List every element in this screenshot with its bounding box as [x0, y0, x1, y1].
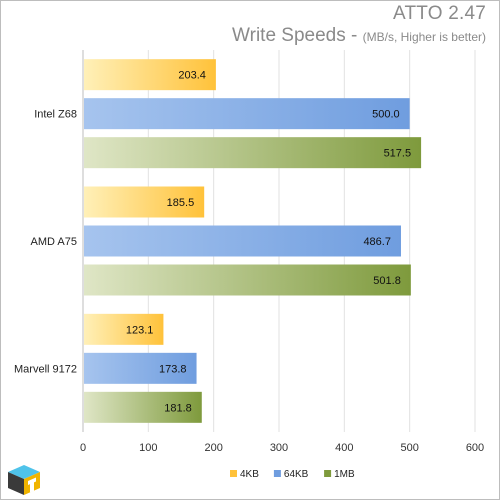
site-logo-icon — [8, 465, 40, 495]
category-label: Marvell 9172 — [14, 363, 77, 375]
legend-swatch-64kb — [273, 470, 281, 477]
chart-subtitle: Write Speeds - (MB/s, Higher is better) — [232, 25, 486, 47]
x-tick-label: 500 — [400, 442, 418, 454]
x-tick-label: 100 — [139, 442, 157, 454]
bar-64kb — [84, 352, 197, 384]
category-label: Intel Z68 — [34, 109, 77, 121]
data-label: 517.5 — [384, 148, 412, 160]
legend-swatch-4kb — [230, 470, 237, 477]
bar-1mb — [84, 137, 422, 169]
category-label: AMD A75 — [31, 236, 77, 248]
bar-64kb — [84, 98, 410, 130]
legend-label: 1MB — [334, 469, 355, 480]
bar-1mb — [84, 264, 411, 296]
bar-4kb — [84, 59, 216, 91]
bar-1mb — [84, 391, 202, 423]
data-label: 203.4 — [178, 70, 206, 82]
data-label: 500.0 — [372, 109, 400, 121]
x-tick-label: 0 — [80, 442, 86, 454]
data-label: 123.1 — [126, 324, 154, 336]
x-tick-label: 200 — [204, 442, 222, 454]
data-label: 173.8 — [159, 363, 187, 375]
data-label: 501.8 — [373, 275, 401, 287]
legend-swatch-1mb — [324, 470, 332, 477]
x-tick-label: 600 — [466, 442, 484, 454]
legend-label: 64KB — [284, 469, 309, 480]
bar-4kb — [84, 313, 164, 345]
bar-64kb — [84, 225, 401, 257]
bar-4kb — [84, 186, 205, 218]
chart-subtitle-main: Write Speeds - — [232, 25, 363, 46]
data-label: 181.8 — [164, 402, 192, 414]
chart-subtitle-note: (MB/s, Higher is better) — [362, 30, 486, 44]
x-tick-label: 400 — [335, 442, 353, 454]
legend-label: 4KB — [240, 469, 259, 480]
data-label: 185.5 — [167, 197, 195, 209]
x-tick-label: 300 — [270, 442, 288, 454]
chart-title: ATTO 2.47 — [393, 3, 486, 24]
data-label: 486.7 — [363, 236, 391, 248]
